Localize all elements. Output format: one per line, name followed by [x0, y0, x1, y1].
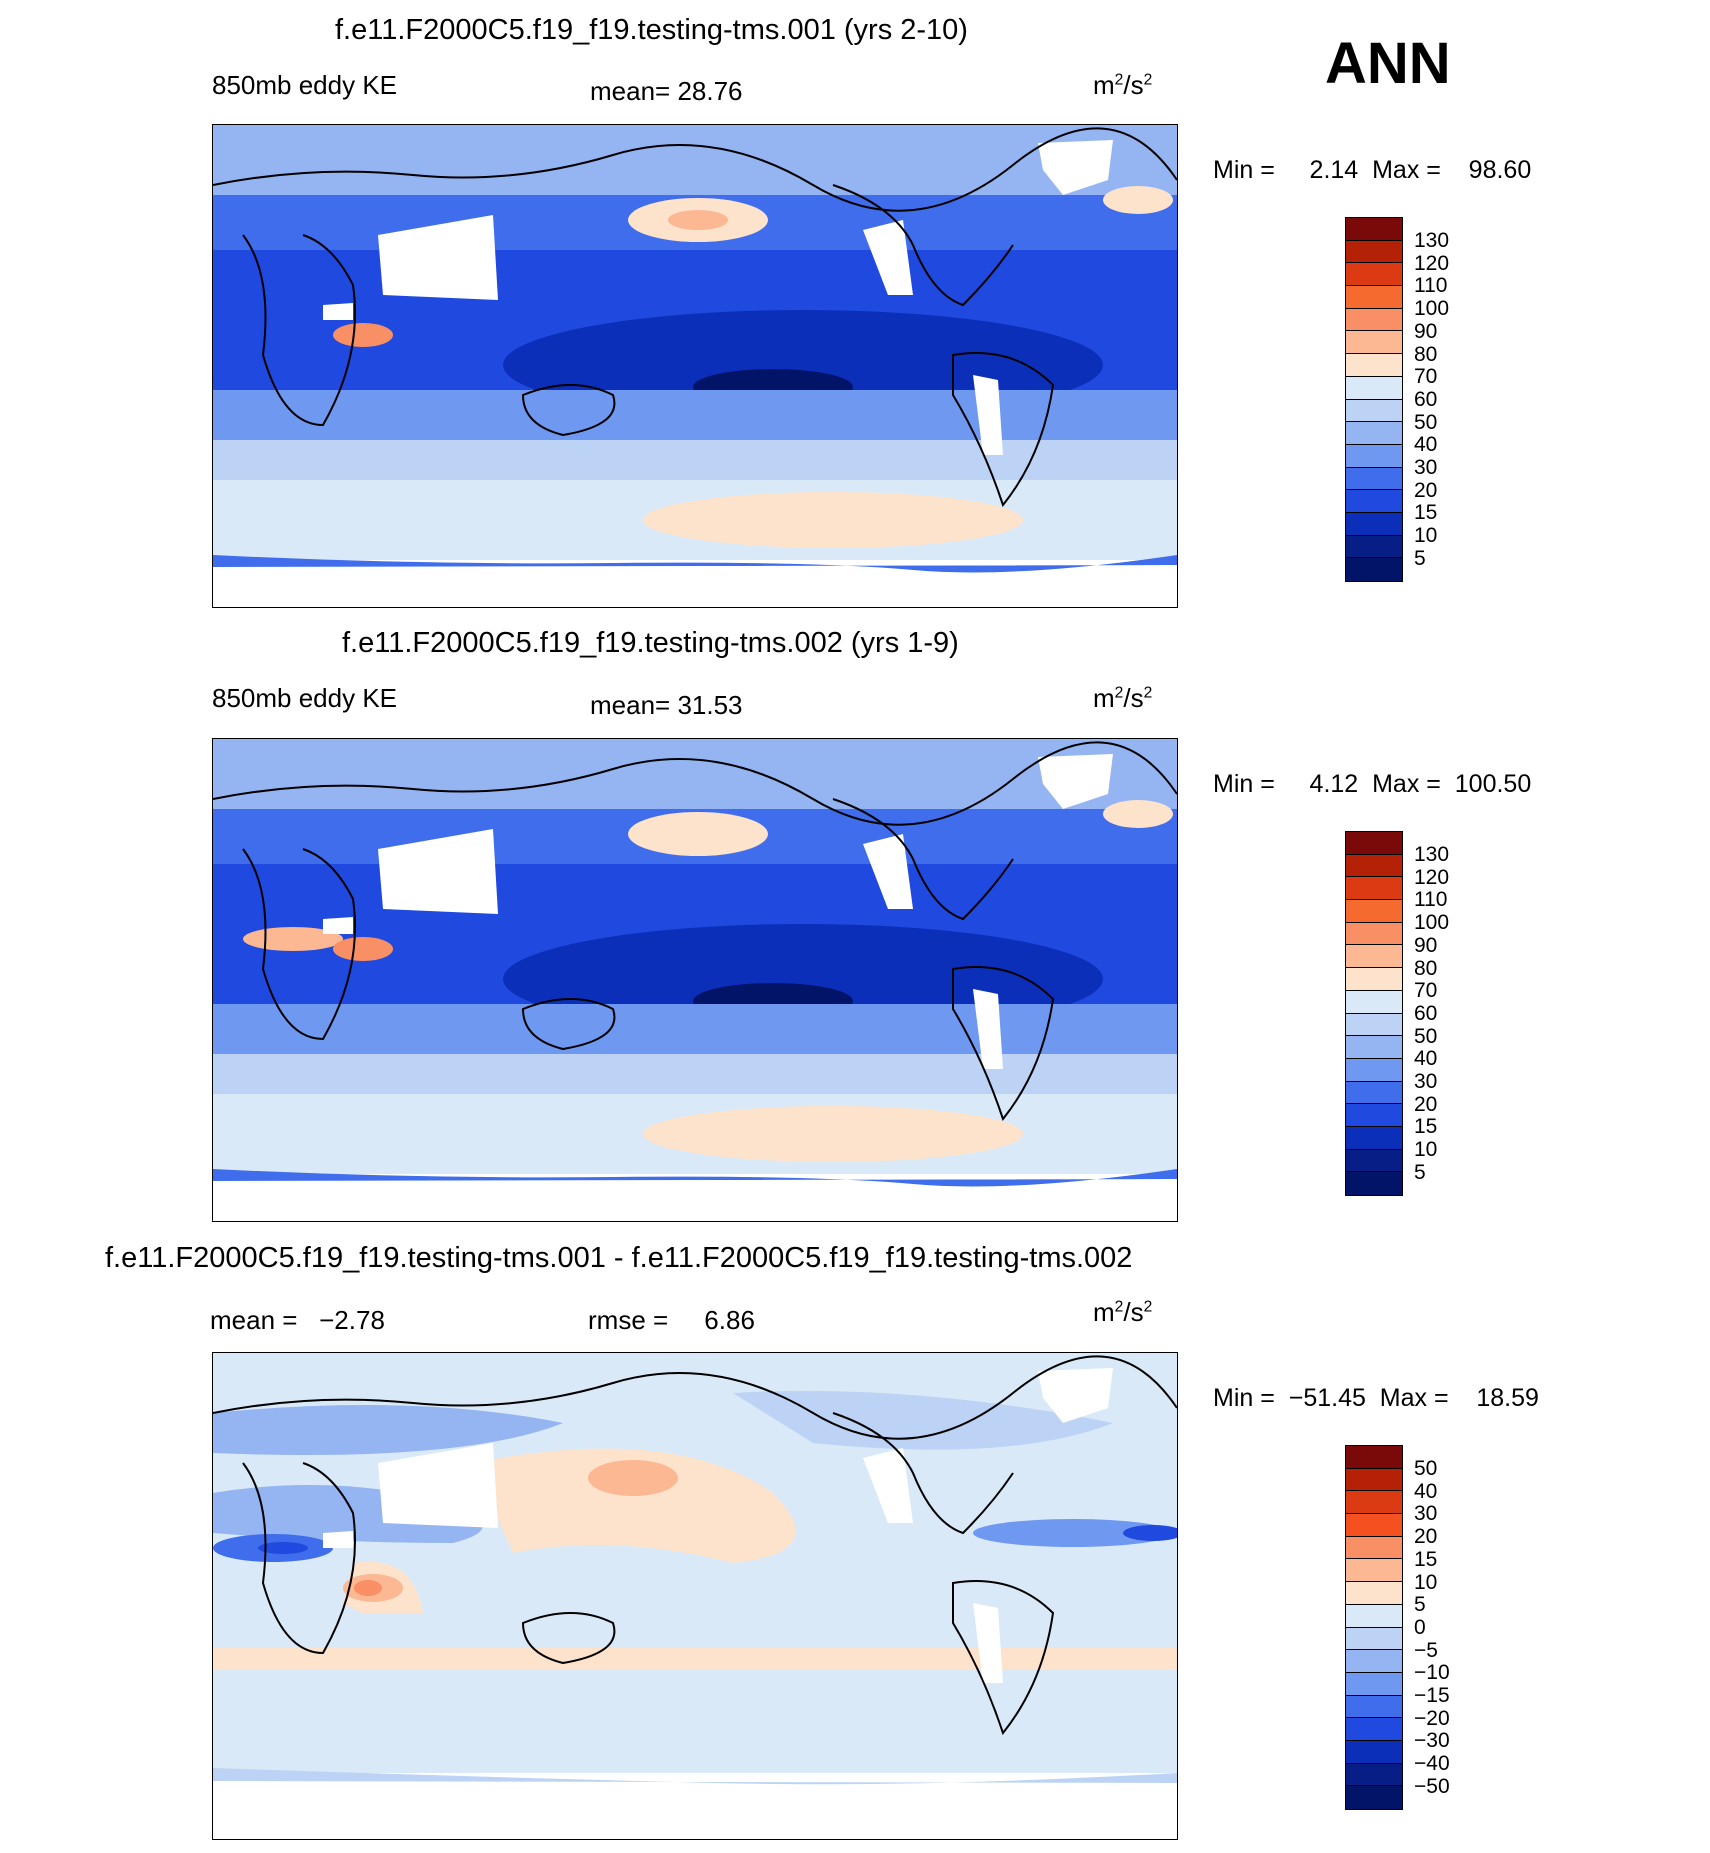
panel-2-map-svg [213, 739, 1177, 1221]
colorbar-tick-label: −5 [1414, 1638, 1438, 1662]
panel-2-minmax: Min = 4.12 Max = 100.50 [1213, 770, 1532, 798]
panel-2-left-label: 850mb eddy KE [212, 683, 398, 713]
season-label: ANN [1325, 31, 1451, 96]
panel-2-colorbar [1345, 831, 1403, 1196]
colorbar-tick-label: 70 [1414, 365, 1438, 389]
panel-1-map [212, 124, 1178, 608]
panel-2-mean-label: mean= 31.53 [590, 690, 743, 720]
colorbar-tick-label: 90 [1414, 933, 1438, 957]
colorbar-tick-label: 20 [1414, 1092, 1438, 1116]
colorbar-tick-label: 110 [1414, 274, 1448, 298]
colorbar-tick-label: 15 [1414, 1547, 1438, 1571]
panel-1-map-svg [213, 125, 1177, 607]
colorbar-tick-label: 130 [1414, 843, 1450, 866]
panel-2-units: m2/s2 [1093, 683, 1153, 713]
colorbar-tick-label: 90 [1414, 319, 1438, 343]
colorbar-tick-label: −20 [1414, 1706, 1450, 1730]
colorbar-tick-label: 130 [1414, 229, 1450, 252]
colorbar-tick-label: 100 [1414, 911, 1450, 935]
colorbar-tick-label: 120 [1414, 251, 1450, 275]
colorbar-tick-label: 50 [1414, 410, 1438, 434]
colorbar-tick-label: 80 [1414, 342, 1438, 366]
colorbar-tick-label: 40 [1414, 433, 1438, 457]
panel-2-map [212, 738, 1178, 1222]
colorbar-tick-label: 60 [1414, 387, 1438, 411]
colorbar-tick-label: 5 [1414, 1593, 1426, 1617]
colorbar-tick-label: −10 [1414, 1661, 1450, 1685]
colorbar-tick-label: 5 [1414, 1160, 1426, 1184]
colorbar-tick-label: 30 [1414, 456, 1438, 479]
panel-1-title: f.e11.F2000C5.f19_f19.testing-tms.001 (y… [335, 14, 968, 46]
colorbar-tick-label: 70 [1414, 979, 1438, 1003]
panel-3-map-svg [213, 1353, 1177, 1839]
panel-1-units: m2/s2 [1093, 70, 1153, 100]
colorbar-tick-label: 60 [1414, 1001, 1438, 1025]
colorbar-tick-label: 15 [1414, 1115, 1438, 1139]
colorbar-tick-label: 0 [1414, 1615, 1426, 1639]
colorbar-tick-label: −40 [1414, 1752, 1450, 1776]
colorbar-tick-label: 15 [1414, 501, 1438, 525]
panel-3-map [212, 1352, 1178, 1840]
colorbar-tick-label: 50 [1414, 1024, 1438, 1048]
panel-3-mean-label: mean = −2.78 [210, 1305, 385, 1335]
panel-3-colorbar [1345, 1445, 1403, 1810]
panel-3-units: m2/s2 [1093, 1297, 1153, 1327]
panel-1-left-label: 850mb eddy KE [212, 70, 398, 100]
panel-1-colorbar [1345, 217, 1403, 582]
colorbar-tick-label: 30 [1414, 1070, 1438, 1093]
colorbar-tick-label: 120 [1414, 865, 1450, 889]
panel-1-minmax: Min = 2.14 Max = 98.60 [1213, 156, 1532, 184]
colorbar-tick-label: 10 [1414, 1138, 1438, 1162]
colorbar-tick-label: 110 [1414, 888, 1448, 912]
colorbar-tick-label: 80 [1414, 956, 1438, 980]
colorbar-tick-label: 30 [1414, 1502, 1438, 1526]
colorbar-tick-label: 20 [1414, 478, 1438, 502]
colorbar-tick-label: 10 [1414, 524, 1438, 548]
colorbar-tick-label: 100 [1414, 297, 1450, 321]
panel-3-rmse-label: rmse = 6.86 [588, 1305, 755, 1335]
colorbar-tick-label: 10 [1414, 1570, 1438, 1594]
panel-2-title: f.e11.F2000C5.f19_f19.testing-tms.002 (y… [342, 627, 959, 659]
colorbar-tick-label: 50 [1414, 1457, 1438, 1480]
panel-3-title: f.e11.F2000C5.f19_f19.testing-tms.001 - … [105, 1242, 1133, 1274]
panel-1-mean-label: mean= 28.76 [590, 76, 743, 106]
colorbar-tick-label: 5 [1414, 546, 1426, 570]
colorbar-tick-label: 40 [1414, 1479, 1438, 1503]
colorbar-tick-label: −15 [1414, 1684, 1450, 1707]
panel-3-minmax: Min = −51.45 Max = 18.59 [1213, 1384, 1539, 1412]
colorbar-tick-label: 40 [1414, 1047, 1438, 1071]
colorbar-tick-label: −30 [1414, 1729, 1450, 1753]
colorbar-tick-label: 20 [1414, 1525, 1438, 1549]
colorbar-tick-label: −50 [1414, 1774, 1450, 1798]
